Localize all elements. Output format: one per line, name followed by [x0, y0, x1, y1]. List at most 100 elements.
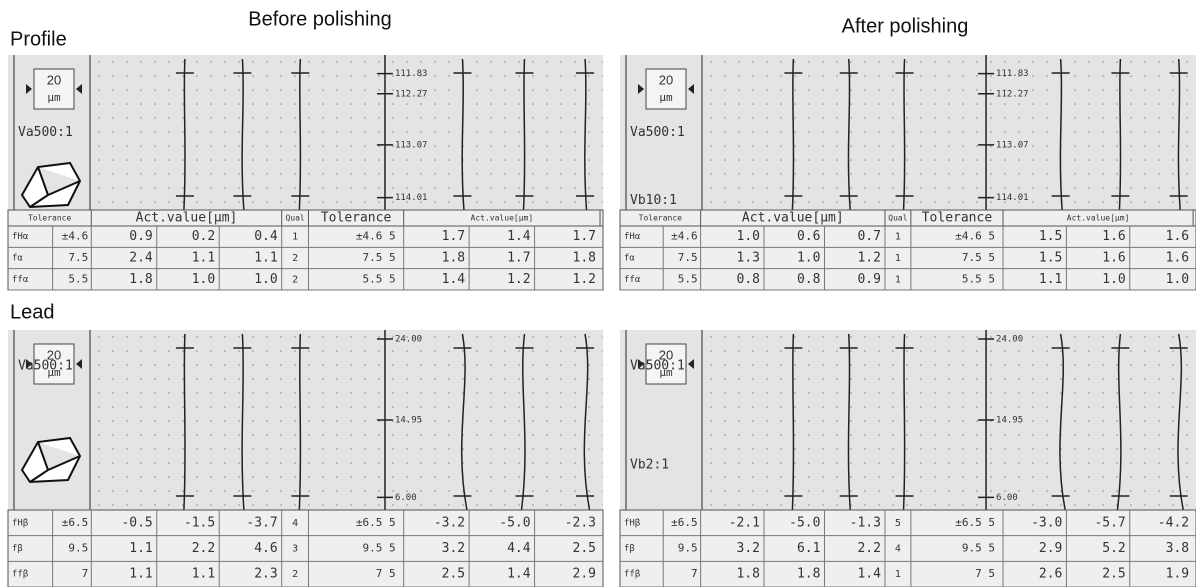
- column-header: Act.value[µm]: [742, 211, 844, 226]
- column-header: Tolerance: [639, 214, 683, 223]
- axis-label: 6.00: [996, 493, 1018, 503]
- row-name: fHα: [12, 232, 29, 242]
- act-value: -4.2: [1158, 515, 1189, 530]
- act-value: 1.4: [507, 567, 531, 582]
- act-value: 1.0: [254, 272, 277, 287]
- act-value: 1.8: [797, 567, 820, 582]
- gear-icon: [20, 436, 82, 484]
- trace: [584, 58, 588, 211]
- act-value: 3.2: [442, 541, 465, 556]
- act-value: 0.8: [797, 272, 820, 287]
- chart-grid: [702, 55, 1196, 210]
- act-value: -2.3: [565, 515, 596, 530]
- scale-value: 20: [47, 72, 61, 87]
- column-header: Tolerance: [28, 214, 72, 223]
- trace: [241, 333, 245, 511]
- scale-box: [33, 343, 75, 385]
- act-value: -1.3: [850, 515, 881, 530]
- tolerance: ±6.5: [671, 516, 698, 529]
- act-value: 1.2: [573, 272, 596, 287]
- quality: 2: [292, 274, 298, 285]
- trace: [583, 333, 591, 511]
- column-header: Tolerance: [922, 211, 993, 226]
- act-value: 1.4: [507, 229, 531, 244]
- act-value: -2.1: [729, 515, 760, 530]
- act-value: 4.6: [254, 541, 277, 556]
- act-value: -1.5: [184, 515, 215, 530]
- act-value: 0.4: [254, 229, 278, 244]
- column-header: Qual: [888, 214, 907, 223]
- tolerance: 7.5 5: [962, 251, 995, 264]
- row-name: fβ: [12, 544, 23, 554]
- act-value: 4.4: [507, 541, 531, 556]
- act-value: 1.8: [573, 251, 596, 266]
- act-value: 3.2: [737, 541, 760, 556]
- scale-value: 20: [47, 347, 61, 362]
- row-name: ffβ: [624, 570, 640, 580]
- act-value: 2.9: [1039, 541, 1062, 556]
- act-value: 1.2: [507, 272, 530, 287]
- act-value: 1.0: [797, 251, 820, 266]
- trace: [791, 58, 795, 211]
- act-value: -5.7: [1094, 515, 1125, 530]
- act-value: 1.1: [192, 567, 215, 582]
- row-name: fα: [624, 254, 635, 264]
- tolerance: 9.5: [678, 542, 698, 555]
- measurement-panel: 20 µm Va500:1 Vb10:1 111.83 112.27 113.07 114.0…: [619, 55, 1196, 291]
- axis-label: 112.27: [395, 89, 428, 99]
- tolerance: 5.5 5: [363, 272, 396, 285]
- axis-label: 111.83: [395, 69, 428, 79]
- act-value: 2.6: [1039, 567, 1062, 582]
- quality: 5: [895, 518, 901, 529]
- quality: 1: [895, 274, 901, 285]
- axis-label: 24.00: [395, 335, 422, 345]
- tolerance: ±4.6 5: [356, 230, 396, 243]
- tolerance: 9.5: [68, 542, 88, 555]
- row-name: fHβ: [624, 518, 640, 528]
- measurement-panel: 20µmVa500:1111.83112.27113.07114.01Toler…: [7, 55, 604, 291]
- act-value: 1.7: [442, 229, 465, 244]
- act-value: 1.9: [1166, 567, 1189, 582]
- magnification: Vb2:1: [630, 458, 669, 473]
- axis-label: 113.07: [996, 140, 1029, 150]
- column-header: Qual: [285, 214, 304, 223]
- act-value: 1.5: [1039, 229, 1062, 244]
- act-value: 1.8: [129, 272, 152, 287]
- magnification: Va500:1: [18, 125, 73, 140]
- table-background: [619, 509, 1196, 587]
- tolerance: 7 5: [376, 567, 396, 580]
- act-value: 1.0: [1166, 272, 1189, 287]
- axis-label: 14.95: [395, 416, 422, 426]
- act-value: -3.0: [1031, 515, 1062, 530]
- quality: 1: [895, 232, 901, 243]
- panels: 20µmVa500:1111.83112.27113.07114.01Toler…: [7, 55, 1196, 587]
- act-value: 1.7: [573, 229, 596, 244]
- row-name: fβ: [624, 544, 635, 554]
- tolerance: 7.5 5: [363, 251, 396, 264]
- act-value: 1.6: [1166, 251, 1189, 266]
- quality: 1: [895, 253, 901, 264]
- act-value: 2.9: [573, 567, 596, 582]
- trace: [847, 333, 851, 511]
- magnification: Va500:1: [630, 125, 685, 140]
- quality: 2: [292, 569, 298, 580]
- act-value: 0.9: [129, 229, 152, 244]
- row-name: fHα: [624, 232, 641, 242]
- magnification: Vb10:1: [630, 193, 677, 208]
- act-value: 1.4: [857, 567, 881, 582]
- profile-label: Profile: [10, 28, 67, 50]
- tolerance: ±6.5 5: [955, 516, 995, 529]
- trace: [522, 58, 526, 211]
- row-name: fα: [12, 254, 23, 264]
- scale-box: [33, 68, 75, 110]
- tolerance: 5.5 5: [962, 272, 995, 285]
- act-value: -3.7: [246, 515, 277, 530]
- tolerance: 7.5: [678, 251, 698, 264]
- act-value: 1.1: [129, 541, 152, 556]
- tolerance: ±6.5 5: [356, 516, 396, 529]
- trace: [902, 333, 906, 511]
- act-value: 1.0: [737, 229, 760, 244]
- trace: [1059, 333, 1066, 511]
